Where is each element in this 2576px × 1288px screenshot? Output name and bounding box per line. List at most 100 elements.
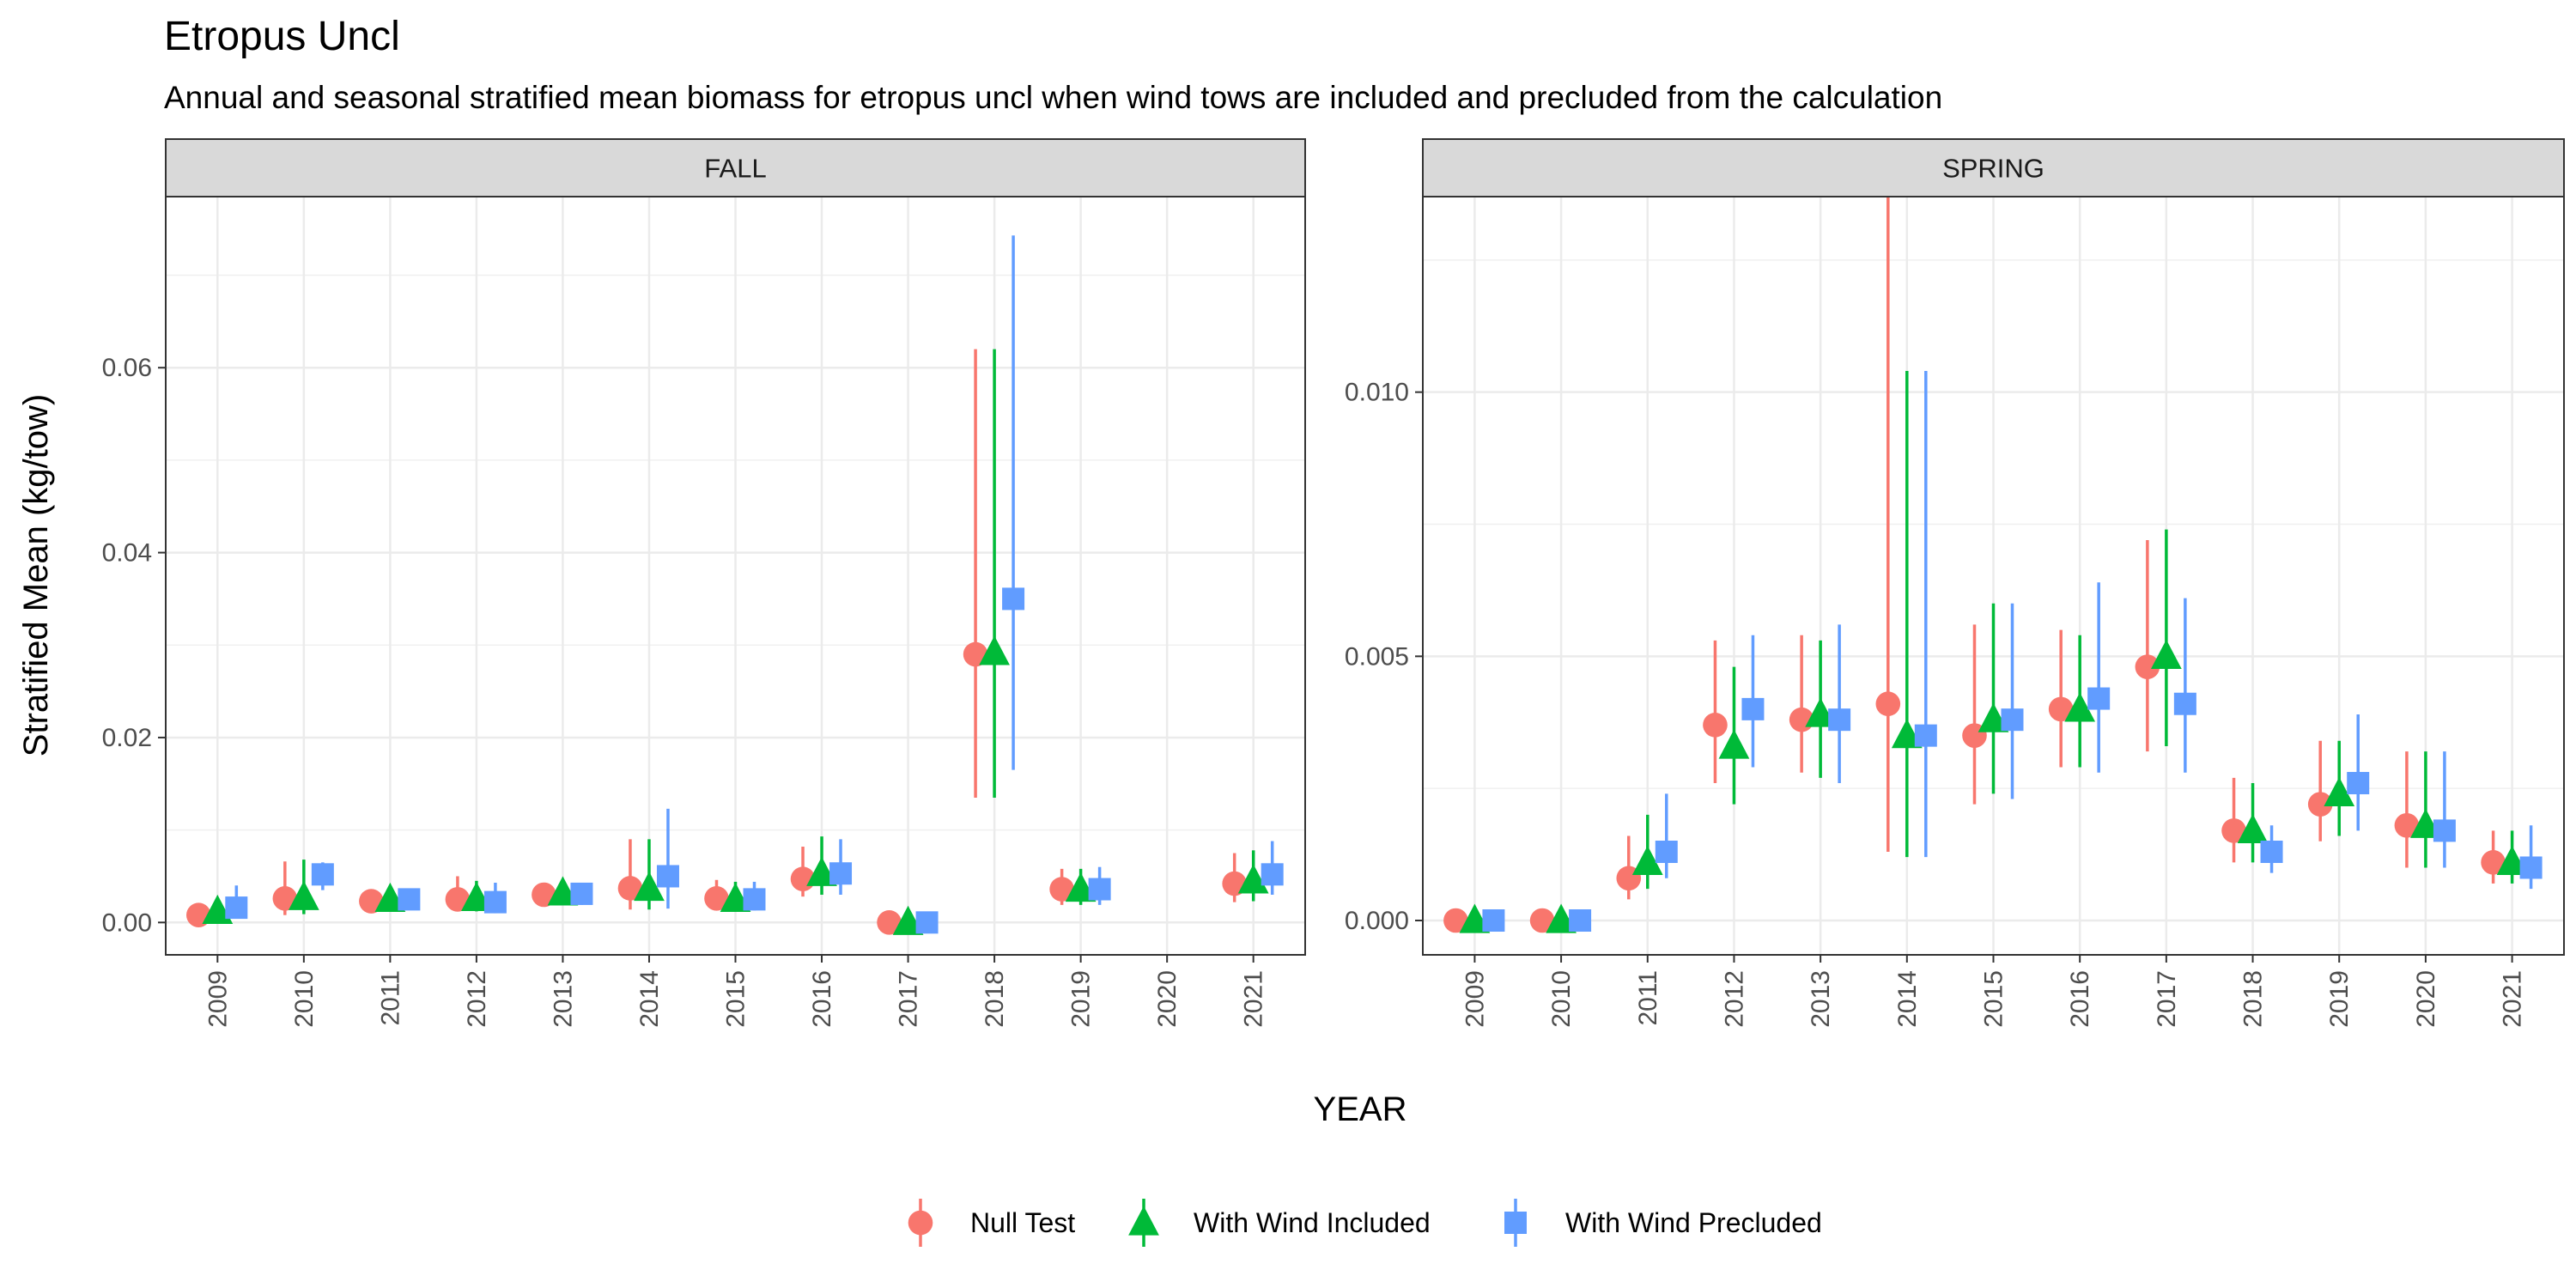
y-tick-label: 0.04 <box>102 539 152 568</box>
data-point <box>445 887 471 912</box>
x-tick-label: 2019 <box>2325 970 2354 1028</box>
data-point <box>2394 812 2420 838</box>
x-tick-label: 2012 <box>463 970 491 1028</box>
legend: Null Test With Wind Included With Wind Pre… <box>908 1199 1822 1247</box>
data-point <box>1741 697 1765 720</box>
x-tick-label: 2018 <box>2239 970 2268 1028</box>
data-point <box>1546 903 1577 933</box>
data-point <box>1482 909 1505 933</box>
data-point <box>1891 719 1923 749</box>
data-point <box>720 882 751 913</box>
x-tick-label: 2021 <box>2499 970 2527 1028</box>
data-point <box>288 880 319 910</box>
legend-label: With Wind Precluded <box>1565 1207 1822 1238</box>
x-tick-label: 2010 <box>290 970 319 1028</box>
data-point <box>2221 818 2246 843</box>
data-point <box>398 888 421 911</box>
data-point <box>1655 841 1678 864</box>
data-point <box>1529 908 1555 933</box>
data-point <box>829 862 853 885</box>
x-tick-label: 2020 <box>1153 970 1182 1028</box>
data-point <box>2237 813 2269 844</box>
x-tick-label: 2018 <box>981 970 1009 1028</box>
data-point <box>1443 908 1468 933</box>
data-point <box>225 896 248 920</box>
series-with-wind-precluded <box>225 235 1284 934</box>
legend-label: Null Test <box>970 1207 1075 1238</box>
data-point <box>656 865 679 888</box>
data-point <box>311 863 334 886</box>
x-tick-label: 2019 <box>1067 970 1096 1028</box>
strip-label: FALL <box>704 154 766 184</box>
x-tick-label: 2017 <box>2153 970 2181 1028</box>
data-point <box>2001 708 2024 732</box>
data-point <box>1002 587 1025 611</box>
data-point <box>202 894 234 925</box>
x-tick-label: 2011 <box>376 970 404 1026</box>
data-point <box>2496 845 2528 875</box>
legend-key-square-icon <box>1504 1212 1527 1234</box>
data-point <box>2324 776 2355 806</box>
data-point <box>2064 692 2096 722</box>
data-point <box>2048 696 2074 722</box>
data-point <box>634 871 665 902</box>
data-point <box>1718 729 1750 759</box>
chart-subtitle: Annual and seasonal stratified mean biom… <box>164 80 1942 115</box>
legend-key-triangle-icon <box>1128 1206 1159 1236</box>
legend-item-with-wind-included: With Wind Included <box>1128 1199 1431 1247</box>
data-point <box>877 910 902 935</box>
x-tick-label: 2013 <box>549 970 577 1028</box>
data-point <box>570 882 593 905</box>
x-tick-label: 2013 <box>1807 970 1835 1028</box>
legend-item-with-wind-precluded: With Wind Precluded <box>1504 1199 1822 1247</box>
data-point <box>2135 654 2160 679</box>
panels: FALL 0.00 0.02 0.04 0.06 2009 2010 2011 2012 2013… <box>102 138 2565 1028</box>
data-point <box>547 876 579 906</box>
legend-item-null-test: Null Test <box>908 1199 1075 1247</box>
y-tick-label: 0.000 <box>1345 907 1409 935</box>
panel-fall: FALL 0.00 0.02 0.04 0.06 2009 2010 2011 2012 2013… <box>102 138 1306 1028</box>
data-point <box>483 890 507 914</box>
x-tick-label: 2009 <box>204 970 232 1028</box>
data-point <box>2433 819 2456 842</box>
data-point <box>1049 877 1074 902</box>
data-point <box>272 886 298 911</box>
x-axis-title: YEAR <box>1314 1091 1407 1128</box>
data-point <box>2173 692 2196 715</box>
y-tick-label: 0.02 <box>102 724 152 752</box>
x-tick-label: 2020 <box>2412 970 2440 1028</box>
data-point <box>617 876 643 901</box>
data-point <box>1978 702 2009 732</box>
x-tick-label: 2015 <box>1980 970 2008 1028</box>
x-tick-label: 2016 <box>808 970 836 1028</box>
data-point <box>1261 863 1284 886</box>
x-tick-label: 2014 <box>1893 970 1922 1028</box>
x-tick-label: 2011 <box>1634 970 1662 1026</box>
y-tick-label: 0.06 <box>102 354 152 382</box>
legend-key-circle-icon <box>908 1210 933 1236</box>
data-point <box>1459 903 1491 933</box>
data-point <box>2260 841 2283 864</box>
x-tick-label: 2012 <box>1720 970 1748 1028</box>
x-tick-label: 2009 <box>1461 970 1489 1028</box>
data-point <box>2347 772 2370 795</box>
data-point <box>806 856 837 886</box>
strip-label: SPRING <box>1942 154 2044 184</box>
y-tick-label: 0.005 <box>1345 642 1409 671</box>
x-tick-label: 2014 <box>635 970 664 1028</box>
data-point <box>2410 808 2441 838</box>
data-point <box>1237 864 1269 894</box>
data-point <box>892 905 924 935</box>
legend-label: With Wind Included <box>1194 1207 1431 1238</box>
data-point <box>2519 856 2543 879</box>
data-point <box>1703 713 1728 738</box>
series-with-wind-included <box>1459 371 2528 933</box>
data-point <box>2150 639 2182 669</box>
chart-title: Etropus Uncl <box>164 14 400 59</box>
data-point <box>1805 697 1837 727</box>
panel-spring: SPRING 0.000 0.005 0.010 2009 2010 2011 2012 201… <box>1345 138 2565 1028</box>
strip-background <box>165 138 1306 197</box>
data-point <box>1569 909 1592 933</box>
data-point <box>1065 872 1097 902</box>
